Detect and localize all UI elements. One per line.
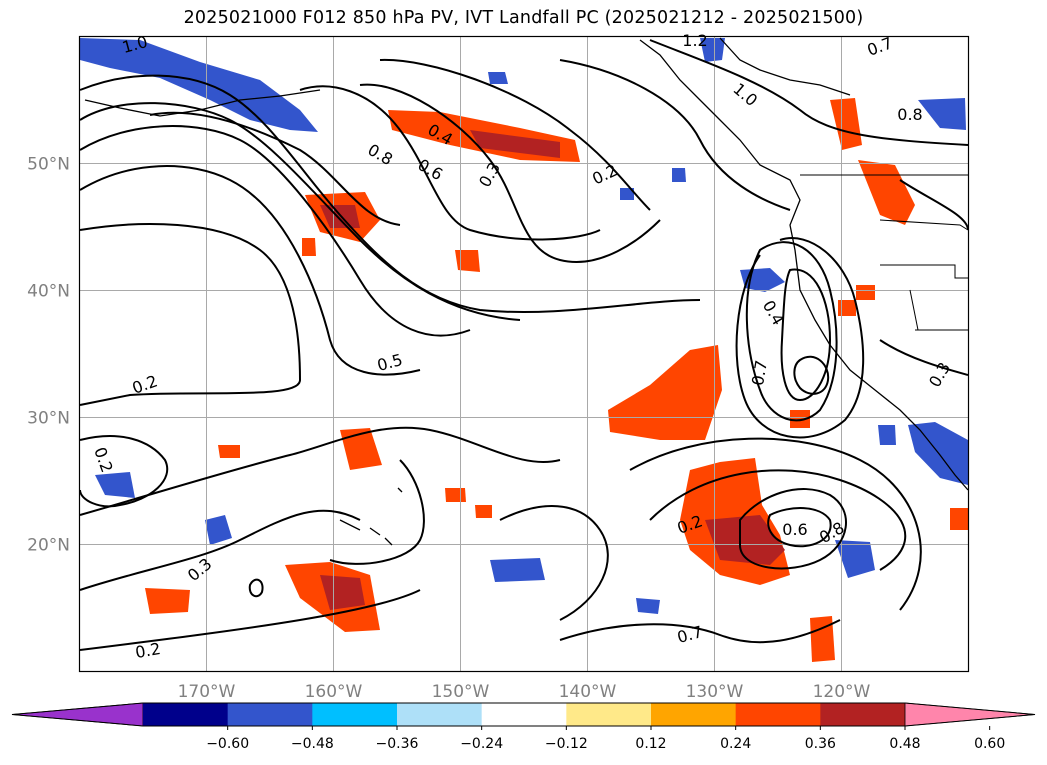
- plot-frame: [78, 35, 970, 673]
- colorbar-segment: [820, 703, 906, 726]
- pv-contours: [79, 39, 969, 651]
- pv-shading: [80, 38, 968, 662]
- chart-title: 2025021000 F012 850 hPa PV, IVT Landfall…: [183, 8, 864, 28]
- colorbar-tick-label: −0.24: [460, 736, 503, 752]
- contour-label: 0.2: [589, 161, 620, 189]
- lon-tick-label: 160°W: [305, 682, 363, 702]
- colorbar-segment: [312, 703, 398, 726]
- colorbar-segment: [651, 703, 737, 726]
- lat-tick-label: 30°N: [27, 409, 70, 429]
- contour-label: 0.2: [134, 639, 162, 662]
- colorbar-tick-label: −0.12: [545, 736, 588, 752]
- lon-tick-label: 150°W: [432, 682, 490, 702]
- coastlines: [84, 37, 969, 546]
- colorbar-tick-label: 0.12: [635, 736, 666, 752]
- colorbar-segment: [481, 703, 567, 726]
- lat-tick-label: 40°N: [27, 282, 70, 302]
- lat-tick-label: 50°N: [27, 155, 70, 175]
- political-borders: [800, 174, 969, 331]
- colorbar-extend-min: [11, 702, 144, 727]
- contour-label: 1.2: [682, 31, 707, 50]
- colorbar-segment: [566, 703, 652, 726]
- colorbar-tick-label: −0.48: [291, 736, 334, 752]
- colorbar-extend-max: [904, 702, 1036, 727]
- contour-label: 0.7: [748, 359, 771, 387]
- latitude-ticks: 50°N 40°N 30°N 20°N: [27, 155, 70, 556]
- contour-label: 0.2: [90, 445, 117, 475]
- colorbar: [11, 702, 1036, 727]
- colorbar-tick-label: −0.36: [376, 736, 419, 752]
- contour-label: 0.8: [364, 140, 396, 169]
- longitude-ticks: 170°W 160°W 150°W 140°W 130°W 120°W: [178, 682, 871, 702]
- lon-tick-label: 120°W: [813, 682, 871, 702]
- colorbar-tick-label: 0.24: [720, 736, 751, 752]
- lon-tick-label: 170°W: [178, 682, 236, 702]
- colorbar-tick-label: 0.36: [805, 736, 836, 752]
- map-gridlines: [79, 36, 969, 672]
- colorbar-tick-label: 0.48: [889, 736, 920, 752]
- colorbar-outline: [11, 702, 1036, 727]
- contour-label: 0.7: [865, 33, 895, 60]
- lon-tick-label: 130°W: [686, 682, 744, 702]
- colorbar-segment: [227, 703, 313, 726]
- colorbar-segment: [735, 703, 821, 726]
- colorbar-tick-label: 0.60: [974, 736, 1005, 752]
- lon-tick-label: 140°W: [559, 682, 617, 702]
- contour-label: 0.5: [375, 350, 405, 375]
- colorbar-segment: [143, 703, 229, 726]
- lat-tick-label: 20°N: [27, 536, 70, 556]
- colorbar-segment: [397, 703, 483, 726]
- contour-label: 0.8: [897, 105, 922, 124]
- contour-label: 0.6: [782, 520, 807, 539]
- colorbar-tick-label: −0.60: [206, 736, 249, 752]
- colorbar-ticks: −0.60 −0.48 −0.36 −0.24 −0.12 0.12 0.24 0.36 0.4…: [206, 726, 1005, 752]
